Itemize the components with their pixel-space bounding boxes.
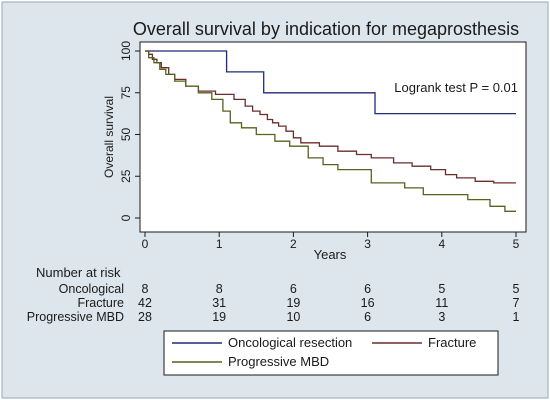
- y-tick-label: 50: [119, 128, 133, 142]
- x-axis-label: Years: [314, 247, 347, 262]
- risk-count: 8: [216, 282, 223, 296]
- risk-count: 5: [513, 282, 520, 296]
- x-tick-label: 3: [364, 237, 371, 251]
- risk-count: 28: [138, 310, 152, 324]
- risk-count: 3: [438, 310, 445, 324]
- chart-title: Overall survival by indication for megap…: [133, 19, 519, 39]
- x-tick-label: 2: [290, 237, 297, 251]
- y-tick-label: 25: [119, 169, 133, 183]
- legend-label-fracture: Fracture: [428, 335, 476, 350]
- risk-count: 6: [364, 282, 371, 296]
- risk-count: 1: [513, 310, 520, 324]
- y-tick-label: 0: [119, 214, 133, 221]
- risk-count: 19: [212, 310, 226, 324]
- risk-count: 42: [138, 296, 152, 310]
- legend: Oncological resection Fracture Progressive…: [163, 330, 499, 376]
- x-axis: 0 1 2 3 4 5: [142, 232, 520, 251]
- risk-count: 19: [286, 296, 300, 310]
- risk-row-label-progressive-mbd: Progressive MBD: [27, 310, 124, 324]
- risk-count: 6: [290, 282, 297, 296]
- risk-count: 31: [212, 296, 226, 310]
- x-tick-label: 5: [513, 237, 520, 251]
- legend-box: [163, 330, 499, 376]
- risk-count: 10: [286, 310, 300, 324]
- risk-count: 11: [435, 296, 448, 310]
- risk-row-label-fracture: Fracture: [77, 296, 124, 310]
- y-axis: 0 25 50 75 100: [119, 41, 140, 221]
- y-tick-label: 75: [119, 86, 133, 100]
- series-line-progressive-mbd: [145, 50, 516, 212]
- logrank-annotation: Logrank test P = 0.01: [394, 80, 518, 95]
- series-layer: [145, 50, 516, 212]
- y-axis-label: Overall survival: [102, 96, 116, 178]
- number-at-risk-table: Number at risk Oncological 8 8 6 6 5 5 Fracture…: [27, 265, 520, 324]
- legend-label-oncological-resection: Oncological resection: [228, 335, 352, 350]
- risk-count: 5: [438, 282, 445, 296]
- x-tick-label: 0: [142, 237, 149, 251]
- risk-count: 7: [513, 296, 520, 310]
- plot-area: [139, 41, 527, 233]
- risk-count: 6: [364, 310, 371, 324]
- risk-table-header: Number at risk: [36, 265, 121, 280]
- risk-count: 16: [361, 296, 375, 310]
- risk-count: 8: [142, 282, 149, 296]
- y-tick-label: 100: [119, 41, 133, 61]
- x-tick-label: 1: [216, 237, 223, 251]
- legend-label-progressive-mbd: Progressive MBD: [228, 354, 329, 369]
- risk-row-label-oncological: Oncological: [59, 282, 124, 296]
- x-tick-label: 4: [438, 237, 445, 251]
- series-line-oncological-resection: [145, 50, 516, 115]
